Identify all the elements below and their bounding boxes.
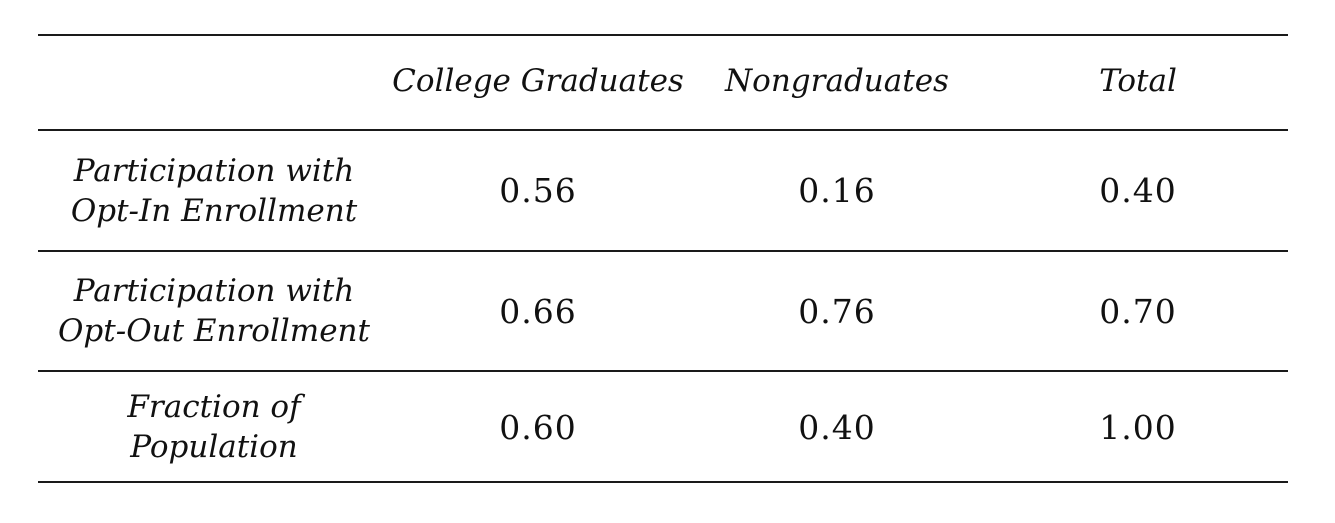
row-label-line: Fraction of: [127, 389, 301, 425]
column-header-nongraduates: Nongraduates: [725, 63, 949, 100]
bottom-rule: [38, 481, 1288, 483]
row-label-fraction-of-population: Fraction of Population: [38, 372, 390, 482]
cell-value: 0.16: [798, 171, 876, 210]
top-rule: [38, 34, 1288, 36]
row-label-line: Participation with: [73, 273, 355, 309]
row-label-opt-in: Participation with Opt-In Enrollment: [38, 131, 390, 250]
row-label-line: Opt-In Enrollment: [70, 192, 358, 229]
cell-value: 1.00: [1099, 407, 1177, 447]
cell-value: 0.40: [1099, 171, 1177, 210]
row-label-line: Population: [130, 429, 298, 465]
cell-value: 0.70: [1099, 291, 1177, 331]
row-rule: [38, 370, 1288, 372]
cell-value: 0.66: [499, 291, 577, 331]
row-label-line: Opt-Out Enrollment: [58, 313, 370, 349]
column-header-total: Total: [1099, 63, 1177, 100]
cell-value: 0.76: [798, 291, 876, 331]
header-rule: [38, 129, 1288, 131]
cell-value: 0.56: [499, 171, 577, 210]
cell-value: 0.60: [499, 407, 577, 447]
row-label-line: Participation with: [73, 152, 355, 189]
row-label-opt-out: Participation with Opt-Out Enrollment: [38, 252, 390, 370]
cell-value: 0.40: [798, 407, 876, 447]
column-header-college-graduates: College Graduates: [392, 63, 684, 100]
row-rule: [38, 250, 1288, 252]
